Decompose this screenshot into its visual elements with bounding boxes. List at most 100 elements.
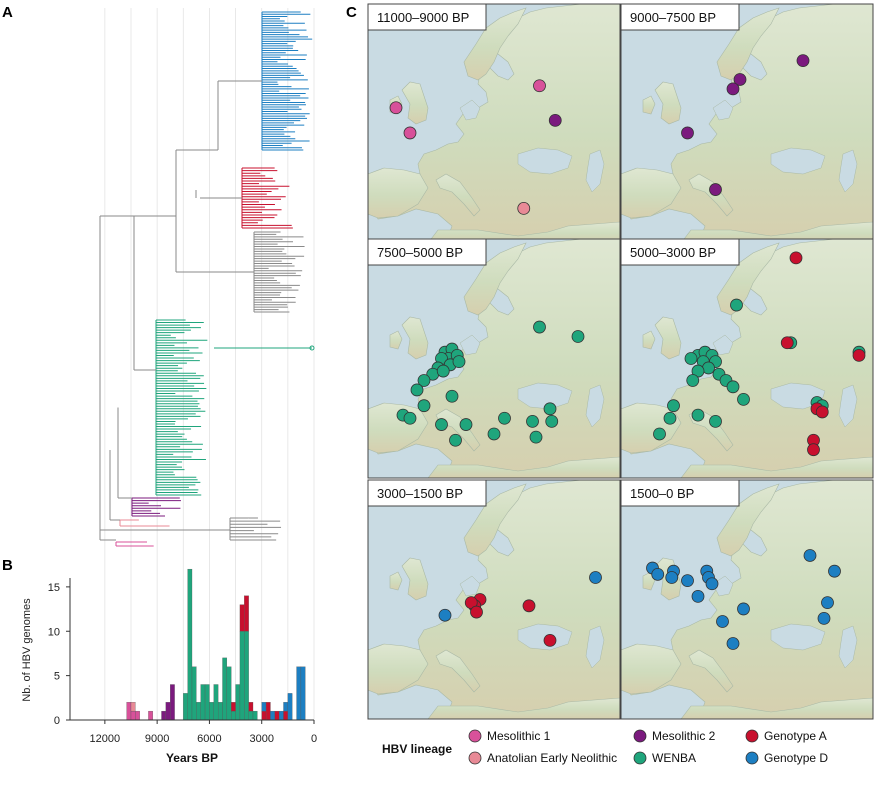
histogram-bar: [226, 666, 232, 721]
x-tick-label: 6000: [197, 733, 221, 745]
histogram-bar: [300, 666, 306, 721]
sample-point: [533, 320, 546, 334]
panel-letter-a: A: [2, 4, 13, 21]
sample-point: [852, 348, 866, 362]
tree-branch: [241, 167, 293, 229]
legend-label: Mesolithic 1: [487, 729, 551, 743]
x-tick-label: 3000: [249, 733, 273, 745]
sample-point: [403, 411, 417, 425]
map-panel: 7500–5000 BP: [367, 238, 621, 479]
histogram-bar: [187, 568, 193, 721]
sample-point: [410, 383, 424, 397]
sample-point: [653, 427, 666, 441]
time-gridlines: [104, 8, 315, 720]
map-title-box: [620, 238, 740, 266]
sample-point: [445, 389, 459, 403]
histogram-bar: [130, 702, 136, 712]
sample-point: [684, 352, 698, 365]
sample-point: [726, 637, 740, 650]
sample-point: [705, 577, 719, 591]
sample-point: [651, 567, 665, 581]
sample-point: [526, 414, 539, 428]
sample-point: [821, 596, 834, 610]
sample-point: [389, 101, 403, 115]
europe-basemap: [368, 480, 620, 719]
tree-branch: [99, 215, 230, 541]
map-panel: 3000–1500 BP: [367, 479, 621, 720]
sample-point: [815, 405, 829, 419]
map-title-box: [620, 3, 740, 31]
sample-point: [589, 571, 602, 584]
legend-swatch: [468, 729, 482, 743]
histogram-bar: [165, 702, 171, 721]
histogram-bar: [283, 710, 289, 721]
histogram-bar: [161, 710, 167, 721]
map-title-box: [367, 238, 487, 266]
histogram-bar: [244, 631, 249, 721]
sample-point: [438, 608, 452, 622]
sample-point: [691, 408, 705, 422]
histogram-bars: [126, 568, 306, 721]
panel-letter-b: B: [2, 557, 13, 574]
histogram-bar: [265, 702, 271, 721]
sample-point: [667, 399, 680, 413]
map-title-box: [620, 479, 740, 507]
histogram-bar: [274, 710, 280, 721]
legend-swatch: [745, 729, 759, 743]
histogram-bar: [248, 710, 254, 721]
sample-point: [737, 602, 750, 616]
histogram-bar: [244, 595, 249, 632]
tree-branch: [119, 519, 170, 527]
y-tick-label: 5: [54, 671, 60, 683]
map-title: 11000–9000 BP: [377, 10, 469, 25]
legend-swatch: [745, 751, 759, 765]
legend-label: WENBA: [652, 751, 696, 765]
sample-point: [737, 392, 750, 406]
tree-branch: [175, 149, 254, 273]
histogram-bar: [235, 684, 241, 721]
map-panel: 9000–7500 BP: [620, 3, 874, 244]
sample-point: [663, 411, 677, 425]
histogram-bar: [191, 666, 197, 721]
tree-branch: [200, 80, 262, 199]
sample-point: [709, 183, 722, 196]
x-tick-label: 0: [311, 733, 317, 745]
sample-point: [828, 564, 841, 578]
tree-branch: [131, 497, 181, 517]
map-frame: [367, 238, 621, 479]
histogram-bar: [231, 710, 236, 721]
map-frame: [620, 238, 874, 479]
sample-point: [789, 251, 803, 265]
map-panel: 11000–9000 BP: [367, 3, 621, 244]
histogram-bar: [130, 710, 136, 721]
legend-label: Mesolithic 2: [652, 729, 716, 743]
lineage-legend: HBV lineage Mesolithic 1 Mesolithic 2 Geno…: [382, 729, 828, 765]
tree-branch: [109, 407, 132, 521]
sample-point: [545, 414, 559, 428]
histogram-bar: [283, 702, 289, 712]
sample-point: [470, 605, 483, 619]
histogram-y-ticks: 0 5 10 15: [48, 582, 70, 727]
map-title: 9000–7500 BP: [630, 10, 716, 25]
map-title: 7500–5000 BP: [377, 245, 463, 260]
sample-point: [686, 374, 700, 387]
sample-point: [452, 355, 466, 369]
sample-point: [733, 73, 747, 86]
map-panel: 1500–0 BP: [620, 479, 874, 720]
panel-letter-c: C: [346, 4, 357, 21]
europe-basemap: [621, 239, 873, 478]
tree-branch: [155, 319, 208, 496]
sample-point: [807, 443, 820, 457]
histogram-bar: [287, 693, 293, 721]
map-title: 5000–3000 BP: [630, 245, 716, 260]
histogram-bar: [196, 702, 201, 721]
sample-point: [726, 380, 740, 394]
histogram-bar: [148, 710, 153, 721]
sample-point: [543, 633, 557, 647]
histogram-bar: [200, 684, 206, 721]
sample-point: [522, 599, 536, 613]
sample-point: [716, 615, 729, 628]
sample-point: [691, 589, 705, 603]
sample-point: [417, 399, 431, 413]
sample-point: [436, 364, 450, 378]
